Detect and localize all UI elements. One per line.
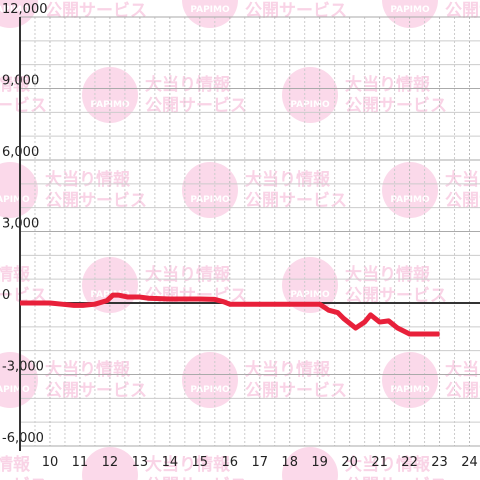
watermark-logo — [0, 352, 38, 408]
watermark-text: 公開サービス — [0, 476, 47, 480]
watermark-text: 公開サービス — [0, 96, 47, 116]
watermark-text: 大当り情報 — [145, 74, 231, 95]
y-tick-label: -3,000 — [2, 360, 44, 375]
watermark-text: 大当り情報 — [45, 169, 131, 190]
watermark-logo-text: PAPIMO — [390, 5, 430, 15]
x-tick-label: 15 — [192, 455, 209, 470]
x-tick-label: 22 — [401, 455, 418, 470]
watermark-text: 大当り情報 — [345, 454, 431, 475]
watermark-text: 公開サービス — [445, 191, 480, 211]
watermark-logo-text: PAPIMO — [390, 195, 430, 205]
watermark-text: 大当り情報 — [245, 169, 331, 190]
watermark-text: 大当り情報 — [145, 264, 231, 285]
watermark-text: 大当り情報 — [145, 454, 231, 475]
watermark-text: 大当り情報 — [0, 264, 31, 285]
watermark-text: 大当り情報 — [0, 74, 31, 95]
watermark-text: 大当り情報 — [245, 359, 331, 380]
watermark-logo — [182, 0, 238, 28]
y-tick-label: 12,000 — [2, 2, 48, 17]
watermark-text: 公開サービス — [345, 286, 447, 306]
y-tick-label: 0 — [2, 288, 10, 303]
watermark-logo-text: PAPIMO — [390, 385, 430, 395]
x-tick-label: 20 — [341, 455, 358, 470]
watermark-text: 公開サービス — [145, 96, 247, 116]
x-tick-label: 13 — [132, 455, 149, 470]
x-tick-label: 11 — [72, 455, 89, 470]
x-tick-label: 23 — [431, 455, 448, 470]
watermark-logo-text: PAPIMO — [0, 5, 30, 15]
watermark-logo — [182, 352, 238, 408]
x-tick-label: 16 — [221, 455, 238, 470]
watermark-logo — [382, 0, 438, 28]
watermark-logo-text: PAPIMO — [0, 385, 30, 395]
watermark-text: 公開サービス — [245, 381, 347, 401]
watermark-logo — [282, 257, 338, 313]
watermark-text: 公開サービス — [345, 476, 447, 480]
x-tick-label: 12 — [102, 455, 119, 470]
watermark-logo-text: PAPIMO — [190, 5, 230, 15]
watermark-text: 公開サービス — [145, 476, 247, 480]
series-line — [20, 292, 440, 337]
watermark-text: 大当り情報 — [345, 264, 431, 285]
watermark-text: 大当り情報 — [445, 169, 480, 190]
watermark-logo-text: PAPIMO — [190, 385, 230, 395]
watermark-logo — [282, 447, 338, 480]
x-tick-label: 14 — [162, 455, 179, 470]
watermark-logo-text: PAPIMO — [0, 195, 30, 205]
x-tick-label: 18 — [281, 455, 298, 470]
watermark-logo — [282, 67, 338, 123]
watermark-text: 公開サービス — [45, 381, 147, 401]
watermark-text: 大当り情報 — [345, 74, 431, 95]
x-tick-label: 24 — [461, 455, 478, 470]
y-tick-label: -6,000 — [2, 431, 44, 446]
watermark-logo-text: PAPIMO — [190, 195, 230, 205]
watermark-text: 公開サービス — [345, 96, 447, 116]
watermark-text: 公開サービス — [445, 381, 480, 401]
watermark-logo — [0, 162, 38, 218]
watermark-text: 公開サービス — [45, 191, 147, 211]
x-tick-label: 19 — [311, 455, 328, 470]
x-tick-label: 10 — [42, 455, 59, 470]
watermark-logo — [82, 447, 138, 480]
x-tick-label: 17 — [251, 455, 268, 470]
x-tick-label: 21 — [371, 455, 388, 470]
watermark-logo — [0, 0, 38, 28]
watermark-logo — [182, 162, 238, 218]
watermark-text: 大当り情報 — [0, 454, 31, 475]
watermark-logo — [382, 352, 438, 408]
watermark-text: 公開サービス — [245, 191, 347, 211]
watermark-logo-text: PAPIMO — [290, 290, 330, 300]
watermark-text: 公開サービス — [245, 1, 347, 21]
watermark-text: 公開サービス — [45, 1, 147, 21]
watermark-text: 公開サービス — [445, 1, 480, 21]
watermark-text: 大当り情報 — [45, 359, 131, 380]
watermark-logo-text: PAPIMO — [290, 100, 330, 110]
watermark-text: 大当り情報 — [445, 359, 480, 380]
